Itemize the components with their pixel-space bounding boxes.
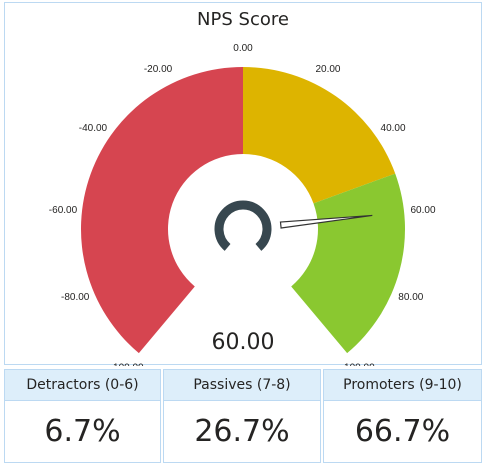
gauge-value-label: 60.00: [212, 330, 275, 355]
detractors-card-label: Detractors (0-6): [5, 370, 160, 401]
gauge-tick-label: -40.00: [79, 123, 108, 134]
gauge-band-3: [291, 173, 405, 354]
gauge-tick-label: -100.00: [110, 363, 144, 366]
gauge-tick-label: 40.00: [381, 123, 406, 134]
gauge-tick-label: 0.00: [233, 43, 253, 54]
detractors-card-value: 6.7%: [44, 414, 121, 449]
gauge-band-2: [243, 67, 396, 204]
gauge-title: NPS Score: [197, 9, 289, 30]
gauge-tick-label: -20.00: [144, 64, 173, 75]
gauge-tick-label: 60.00: [410, 205, 435, 216]
gauge-tick-label: 20.00: [315, 64, 340, 75]
nps-gauge-panel: NPS Score -100.00 -80.00 -60.00 -40.00 -20.0…: [4, 2, 482, 366]
passives-card-label: Passives (7-8): [164, 370, 320, 401]
passives-card: Passives (7-8) 26.7%: [163, 369, 321, 463]
nps-category-cards: Detractors (0-6) 6.7% Passives (7-8) 26.…: [4, 369, 482, 463]
detractors-card: Detractors (0-6) 6.7%: [4, 369, 161, 463]
promoters-card-value: 66.7%: [354, 414, 451, 449]
gauge-band-1: [80, 67, 243, 354]
gauge-needle: [279, 214, 373, 229]
promoters-card: Promoters (9-10) 66.7%: [323, 369, 482, 463]
gauge-tick-label: 100.00: [344, 363, 375, 366]
gauge-tick-label: -80.00: [61, 292, 90, 303]
gauge-tick-label: -60.00: [49, 205, 78, 216]
gauge-hub: [214, 200, 272, 251]
promoters-card-label: Promoters (9-10): [324, 370, 481, 401]
gauge-tick-label: 80.00: [398, 292, 423, 303]
gauge-chart: -100.00 -80.00 -60.00 -40.00 -20.00 0.00 20.00…: [49, 43, 436, 366]
passives-card-value: 26.7%: [194, 414, 290, 449]
